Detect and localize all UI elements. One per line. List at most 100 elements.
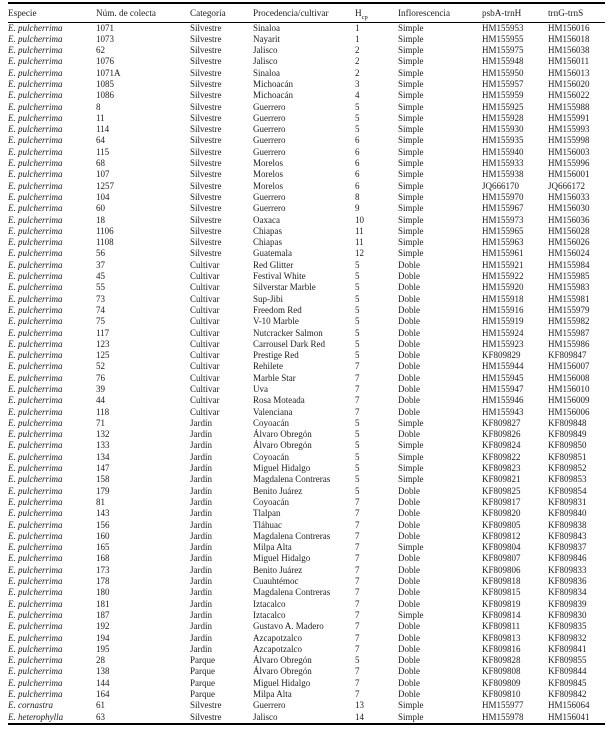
column-header-hcp: Hcp xyxy=(355,2,398,23)
table-row: E. pulcherrima 118 Cultivar Valenciana 7 Dobl… xyxy=(8,407,605,418)
cell-procedencia: Marble Star xyxy=(253,372,296,383)
cell-procedencia: Magdalena Contreras xyxy=(253,530,331,541)
cell-especie: E. pulcherrima xyxy=(8,530,63,541)
cell-especie: E. pulcherrima xyxy=(8,463,63,474)
cell-especie: E. pulcherrima xyxy=(8,440,63,451)
cell-num_colecta: 132 xyxy=(96,429,110,440)
cell-psba_trnh: KF809804 xyxy=(482,542,521,553)
cell-especie: E. pulcherrima xyxy=(8,621,63,632)
cell-hcp: 7 xyxy=(355,677,360,688)
cell-especie: E. pulcherrima xyxy=(8,214,63,225)
cell-procedencia: Rehilete xyxy=(253,361,283,372)
cell-num_colecta: 1086 xyxy=(96,90,114,101)
cell-num_colecta: 143 xyxy=(96,508,110,519)
cell-categoria: Cultivar xyxy=(190,395,220,406)
cell-inflorescencia: Doble xyxy=(398,338,420,349)
cell-psba_trnh: HM155967 xyxy=(482,203,524,214)
cell-inflorescencia: Doble xyxy=(398,293,420,304)
cell-psba_trnh: HM155920 xyxy=(482,282,524,293)
cell-num_colecta: 1071 xyxy=(96,22,114,33)
cell-especie: E. pulcherrima xyxy=(8,519,63,530)
cell-procedencia: Rosa Moteada xyxy=(253,395,305,406)
cell-trng_trns: HM156024 xyxy=(548,248,590,259)
cell-categoria: Cultivar xyxy=(190,316,220,327)
cell-trng_trns: KF809833 xyxy=(548,564,587,575)
cell-num_colecta: 168 xyxy=(96,553,110,564)
cell-categoria: Silvestre xyxy=(190,711,253,725)
cell-psba_trnh: KF809813 xyxy=(482,632,521,643)
cell-hcp: 7 xyxy=(355,621,360,632)
table-row: E. pulcherrima 37 Cultivar Red Glitter 5 Dobl… xyxy=(8,260,605,271)
cell-trng_trns: KF809847 xyxy=(548,350,587,361)
cell-num_colecta: 165 xyxy=(96,542,110,553)
cell-categoria: Silvestre xyxy=(190,124,222,135)
cell-num_colecta: 63 xyxy=(96,711,190,725)
cell-num_colecta: 60 xyxy=(96,203,105,214)
cell-num_colecta: 45 xyxy=(96,271,105,282)
cell-especie: E. pulcherrima xyxy=(8,689,63,700)
cell-trng_trns: KF809844 xyxy=(548,666,587,677)
cell-hcp: 10 xyxy=(355,214,364,225)
cell-inflorescencia: Doble xyxy=(398,666,420,677)
cell-trng_trns: KF809837 xyxy=(548,542,587,553)
cell-num_colecta: 52 xyxy=(96,361,105,372)
cell-inflorescencia: Simple xyxy=(398,237,424,248)
table-row: E. pulcherrima 28 Parque Álvaro Obregón 5 Dob… xyxy=(8,655,605,666)
cell-num_colecta: 160 xyxy=(96,530,110,541)
cell-psba_trnh: KF809810 xyxy=(482,689,521,700)
cell-categoria: Jardín xyxy=(190,519,212,530)
cell-procedencia: Tlalpan xyxy=(253,508,281,519)
cell-procedencia: Morelos xyxy=(253,180,283,191)
cell-trng_trns: HM156001 xyxy=(548,169,590,180)
table-row: E. pulcherrima 8 Silvestre Guerrero 5 Simple H… xyxy=(8,102,605,113)
cell-psba_trnh: HM155955 xyxy=(482,33,524,44)
cell-trng_trns: KF809849 xyxy=(548,429,587,440)
cell-procedencia: Milpa Alta xyxy=(253,542,292,553)
cell-num_colecta: 180 xyxy=(96,587,110,598)
cell-procedencia: Miguel Hidalgo xyxy=(253,553,311,564)
cell-psba_trnh: KF809827 xyxy=(482,417,521,428)
cell-inflorescencia: Simple xyxy=(398,124,424,135)
table-row: E. pulcherrima 56 Silvestre Guatemala 12 Simp… xyxy=(8,248,605,259)
cell-inflorescencia: Simple xyxy=(398,45,424,56)
cell-hcp: 5 xyxy=(355,474,360,485)
cell-inflorescencia: Simple xyxy=(398,90,424,101)
cell-num_colecta: 37 xyxy=(96,259,105,270)
table-row: E. pulcherrima 178 Jardín Cuauhtémoc 7 Doble K… xyxy=(8,576,605,587)
cell-hcp: 6 xyxy=(355,146,360,157)
cell-hcp: 8 xyxy=(355,191,360,202)
cell-num_colecta: 39 xyxy=(96,384,105,394)
cell-trng_trns: KF809850 xyxy=(548,440,587,451)
cell-trng_trns: HM156026 xyxy=(548,237,590,248)
cell-psba_trnh: KF809825 xyxy=(482,485,521,496)
cell-trng_trns: HM155996 xyxy=(548,158,590,169)
cell-trng_trns: KF809845 xyxy=(548,677,587,688)
cell-num_colecta: 179 xyxy=(96,485,110,496)
cell-hcp: 2 xyxy=(355,45,360,56)
cell-trng_trns: KF809853 xyxy=(548,474,587,485)
column-header-procedencia: Procedencia/cultivar xyxy=(253,2,355,23)
cell-trng_trns: KF809842 xyxy=(548,689,587,700)
cell-num_colecta: 71 xyxy=(96,417,105,428)
cell-especie: E. pulcherrima xyxy=(8,67,63,78)
cell-inflorescencia: Doble xyxy=(398,327,420,338)
table-row: E. pulcherrima 74 Cultivar Freedom Red 5 Dobl… xyxy=(8,305,605,316)
cell-num_colecta: 76 xyxy=(96,372,105,383)
cell-categoria: Parque xyxy=(190,655,215,666)
cell-procedencia: Tláhuac xyxy=(253,519,282,530)
cell-trng_trns: HM156018 xyxy=(548,33,590,44)
cell-trng_trns: HM155981 xyxy=(548,293,590,304)
cell-inflorescencia: Doble xyxy=(398,598,420,609)
cell-especie: E. cornastra xyxy=(8,700,53,711)
cell-hcp: 5 xyxy=(355,271,360,282)
cell-categoria: Jardín xyxy=(190,530,212,541)
cell-inflorescencia: Doble xyxy=(398,632,420,643)
cell-psba_trnh: HM155943 xyxy=(482,406,524,417)
cell-especie: E. pulcherrima xyxy=(8,508,63,519)
table-row: E. pulcherrima 44 Cultivar Rosa Moteada 7 Dob… xyxy=(8,395,605,406)
cell-hcp: 7 xyxy=(355,496,360,507)
cell-categoria: Cultivar xyxy=(190,293,220,304)
cell-especie: E. pulcherrima xyxy=(8,146,63,157)
cell-procedencia: Guerrero xyxy=(253,191,286,202)
cell-psba_trnh: KF809815 xyxy=(482,587,521,598)
